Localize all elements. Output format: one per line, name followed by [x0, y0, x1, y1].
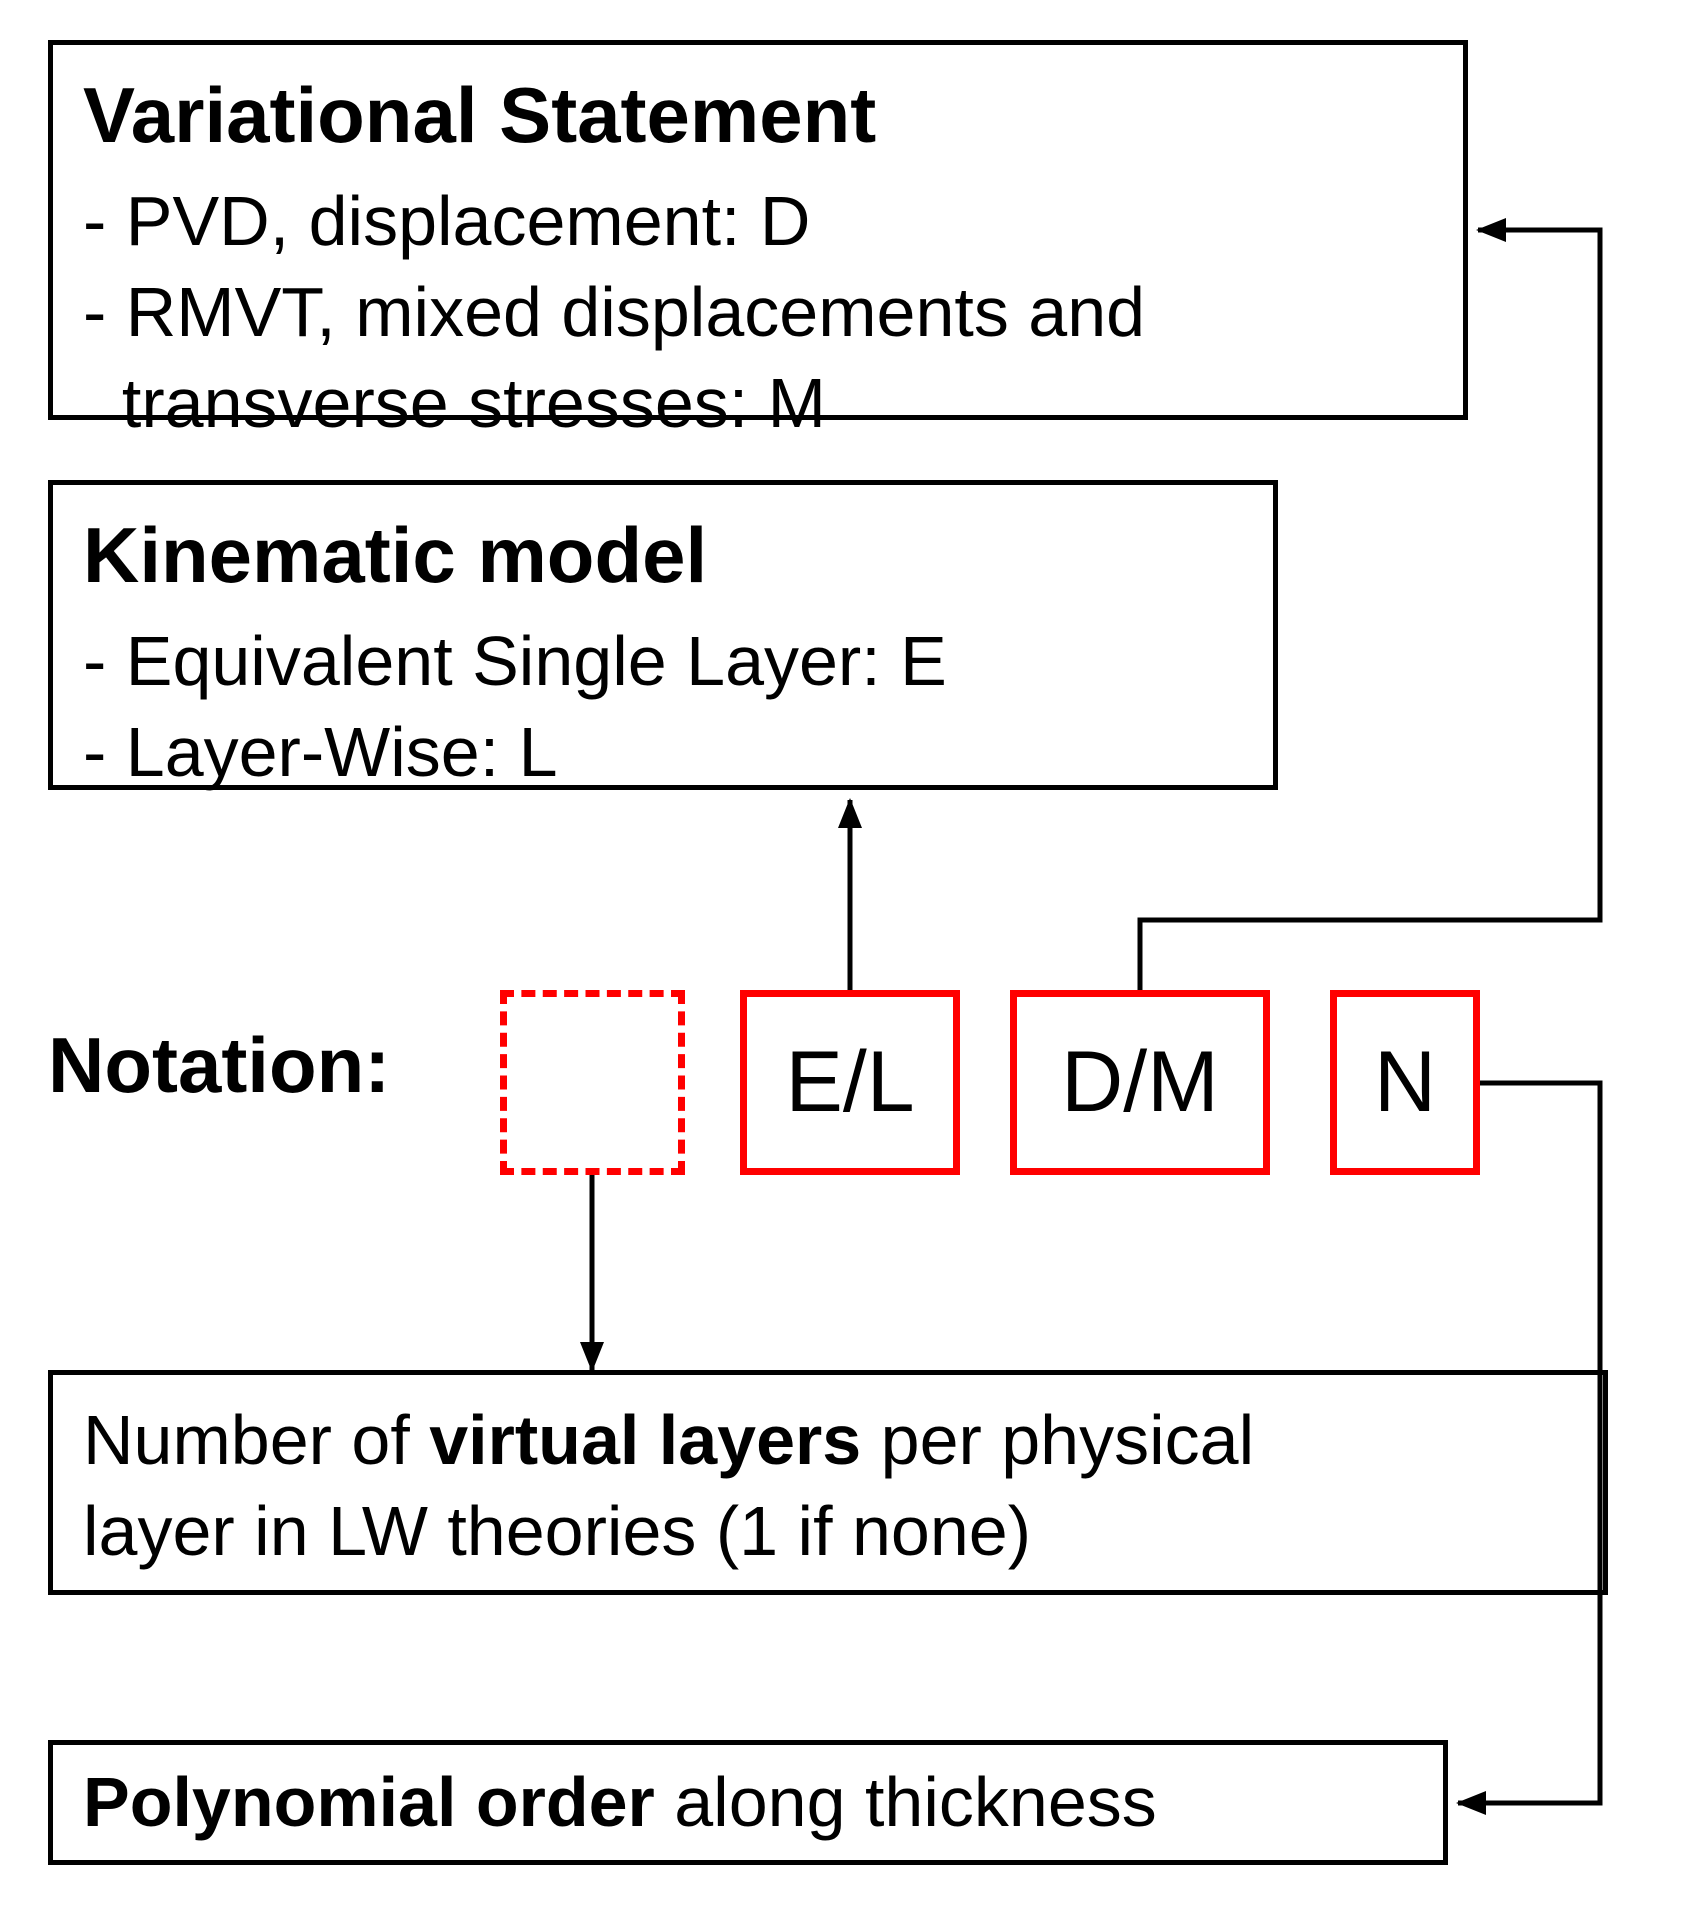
variational-title: Variational Statement — [83, 65, 1433, 166]
polynomial-bold: Polynomial order — [83, 1763, 655, 1841]
variational-line-3: transverse stresses: M — [83, 358, 1433, 449]
notation-n-text: N — [1374, 1033, 1436, 1132]
virtual-line-1a: Number of — [83, 1401, 429, 1479]
variational-line-2: - RMVT, mixed displacements and — [83, 267, 1433, 358]
kinematic-line-2: - Layer-Wise: L — [83, 707, 1243, 798]
virtual-line-1c: per physical — [861, 1401, 1254, 1479]
notation-n-box: N — [1330, 990, 1480, 1175]
notation-dm-box: D/M — [1010, 990, 1270, 1175]
notation-el-text: E/L — [785, 1033, 914, 1132]
notation-dashed-box — [500, 990, 685, 1175]
virtual-line-1b: virtual layers — [429, 1401, 861, 1479]
polynomial-rest: along thickness — [655, 1763, 1157, 1841]
variational-line-1: - PVD, displacement: D — [83, 176, 1433, 267]
polynomial-box: Polynomial order along thickness — [48, 1740, 1448, 1865]
notation-label-text: Notation — [48, 1021, 364, 1109]
notation-dm-text: D/M — [1061, 1033, 1219, 1132]
kinematic-box: Kinematic model - Equivalent Single Laye… — [48, 480, 1278, 790]
polynomial-line: Polynomial order along thickness — [83, 1757, 1157, 1848]
kinematic-line-1: - Equivalent Single Layer: E — [83, 616, 1243, 707]
virtual-box: Number of virtual layers per physical la… — [48, 1370, 1608, 1595]
kinematic-title: Kinematic model — [83, 505, 1243, 606]
virtual-line-2: layer in LW theories (1 if none) — [83, 1486, 1573, 1577]
notation-label: Notation: — [48, 1020, 390, 1111]
variational-box: Variational Statement - PVD, displacemen… — [48, 40, 1468, 420]
notation-el-box: E/L — [740, 990, 960, 1175]
virtual-line-1: Number of virtual layers per physical — [83, 1395, 1573, 1486]
